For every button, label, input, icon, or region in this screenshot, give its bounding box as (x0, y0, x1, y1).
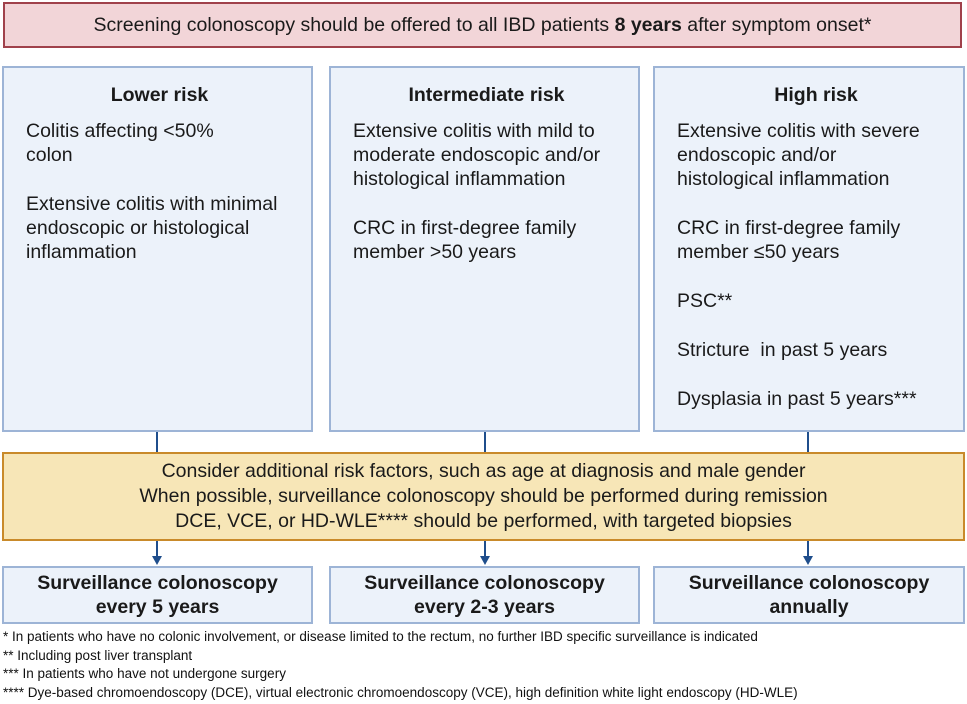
footnote: **** Dye-based chromoendoscopy (DCE), vi… (3, 684, 798, 700)
risk-item: Extensive colitis with mild to moderate … (353, 120, 601, 190)
risk-item: Stricture in past 5 years (677, 339, 888, 361)
footnotes: * In patients who have no colonic involv… (3, 628, 798, 702)
surveillance-box-high: Surveillance colonoscopy annually (653, 566, 965, 624)
consider-box: Consider additional risk factors, such a… (2, 452, 965, 541)
risk-title-high: High risk (774, 84, 858, 106)
arrow-high-head (803, 556, 813, 565)
footnote: * In patients who have no colonic involv… (3, 629, 758, 644)
risk-item: Extensive colitis with minimal endoscopi… (26, 193, 278, 263)
risk-box-lower: Lower risk Colitis affecting <50% colon … (2, 66, 313, 432)
risk-item: PSC** (677, 290, 733, 312)
risk-item: Extensive colitis with severe endoscopic… (677, 120, 920, 190)
risk-title-intermediate: Intermediate risk (408, 84, 565, 106)
surveillance-line1: Surveillance colonoscopy (688, 572, 930, 594)
surveillance-line1: Surveillance colonoscopy (37, 572, 278, 594)
surveillance-box-lower: Surveillance colonoscopy every 5 years (2, 566, 313, 624)
surveillance-line2: annually (769, 596, 849, 618)
risk-box-high: High risk Extensive colitis with severe … (653, 66, 965, 432)
risk-title-lower: Lower risk (110, 84, 209, 106)
risk-item: Dysplasia in past 5 years*** (677, 388, 917, 410)
consider-line: DCE, VCE, or HD-WLE**** should be perfor… (175, 510, 792, 532)
arrow-intermediate-head (480, 556, 490, 565)
screening-banner: Screening colonoscopy should be offered … (3, 2, 962, 48)
consider-line: When possible, surveillance colonoscopy … (139, 485, 828, 507)
risk-item: Colitis affecting <50% colon (26, 120, 214, 166)
consider-line: Consider additional risk factors, such a… (161, 460, 806, 482)
surveillance-line2: every 5 years (95, 596, 220, 618)
surveillance-line1: Surveillance colonoscopy (364, 572, 605, 594)
footnote: *** In patients who have not undergone s… (3, 666, 286, 681)
risk-box-intermediate: Intermediate risk Extensive colitis with… (329, 66, 640, 432)
arrow-lower-head (152, 556, 162, 565)
surveillance-line2: every 2-3 years (414, 596, 555, 618)
banner-text-after: after symptom onset* (681, 13, 872, 36)
banner-text-before: Screening colonoscopy should be offered … (93, 13, 615, 36)
surveillance-box-intermediate: Surveillance colonoscopy every 2-3 years (329, 566, 640, 624)
risk-item: CRC in first-degree family member ≤50 ye… (677, 217, 901, 263)
risk-item: CRC in first-degree family member >50 ye… (353, 217, 577, 263)
banner-text-bold: 8 years (614, 13, 682, 36)
footnote: ** Including post liver transplant (3, 647, 193, 663)
